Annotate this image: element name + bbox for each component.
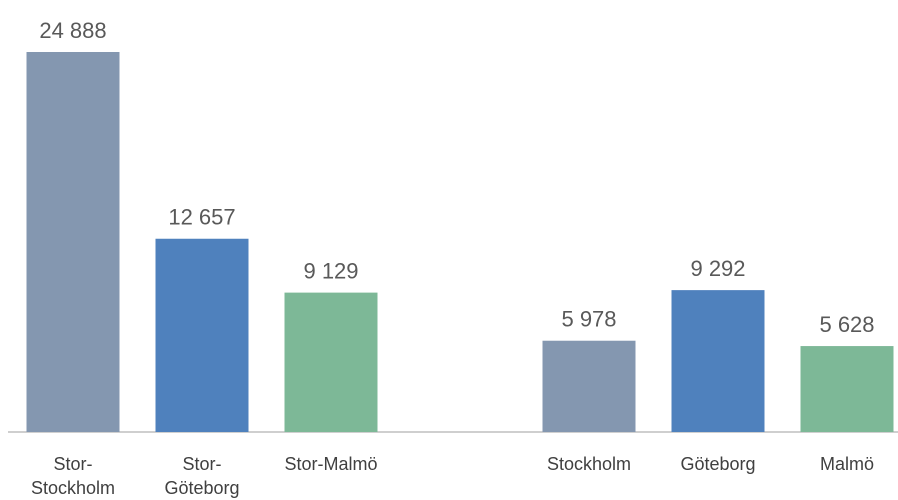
bar [26,52,120,432]
x-tick-label: Stor-Malmö [284,454,378,474]
bar [800,346,894,432]
value-label: 9 292 [690,256,745,281]
bar [542,340,636,432]
x-tick-label: Malmö [819,454,874,474]
x-tick-label: Göteborg [680,454,756,474]
value-label: 5 628 [819,312,874,337]
x-tick-label: Stockholm [546,454,632,474]
x-tick-label: Stor-Göteborg [164,454,240,498]
value-label: 9 129 [303,259,358,284]
bar [671,290,765,432]
value-label: 24 888 [39,18,106,43]
bar [155,238,249,432]
value-label: 5 978 [561,307,616,332]
value-label: 12 657 [168,205,235,230]
bar [284,292,378,432]
x-tick-label: Stor-Stockholm [30,454,116,498]
